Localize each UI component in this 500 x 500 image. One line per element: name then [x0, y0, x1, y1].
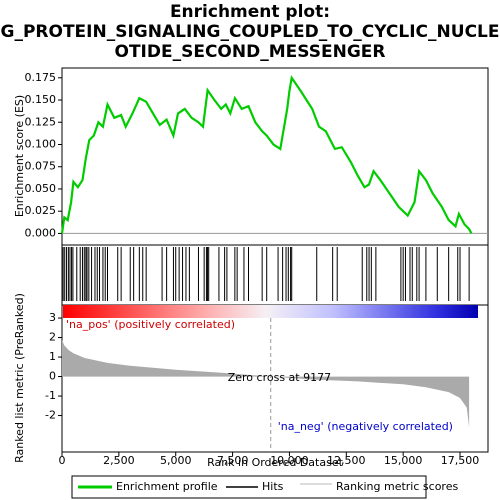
y-tick-label: -2	[45, 409, 56, 422]
color-bar	[63, 305, 478, 318]
title-line: OTIDE_SECOND_MESSENGER	[115, 42, 386, 62]
y-tick-label: 3	[49, 311, 56, 324]
y-tick-label: 1	[49, 350, 56, 363]
annotation: Zero cross at 9177	[228, 371, 331, 384]
annotation: 'na_pos' (positively correlated)	[66, 318, 235, 331]
y-tick-label: 0.050	[25, 182, 57, 195]
es-axis-label: Enrichment score (ES)	[13, 95, 26, 217]
es-curve	[60, 74, 473, 234]
y-tick-label: 0.100	[25, 137, 57, 150]
x-tick-label: 0	[59, 454, 66, 467]
title-line: Enrichment plot:	[170, 2, 330, 22]
title-line: G_PROTEIN_SIGNALING_COUPLED_TO_CYCLIC_NU…	[0, 22, 499, 42]
y-tick-label: 0.000	[25, 226, 57, 239]
x-tick-label: 7,500	[217, 454, 249, 467]
y-tick-label: -1	[45, 389, 56, 402]
hits-panel	[61, 244, 489, 306]
legend-label: Hits	[262, 480, 284, 493]
y-tick-label: 0.025	[25, 204, 57, 217]
x-tick-label: 5,000	[160, 454, 192, 467]
annotation: 'na_neg' (negatively correlated)	[278, 420, 453, 433]
x-tick-label: 12,500	[327, 454, 366, 467]
metric-axis-label: Ranked list metric (PreRanked)	[13, 293, 26, 463]
y-tick-label: 0.175	[25, 71, 57, 84]
y-tick-label: 0.125	[25, 115, 57, 128]
x-tick-label: 15,000	[384, 454, 423, 467]
y-tick-label: 0.150	[25, 93, 57, 106]
y-tick-label: 2	[49, 331, 56, 344]
es-panel	[61, 67, 489, 246]
legend-label: Enrichment profile	[116, 480, 218, 493]
legend-label: Ranking metric scores	[336, 480, 458, 493]
y-tick-label: 0.075	[25, 160, 57, 173]
y-tick-label: 0	[49, 370, 56, 383]
x-axis-label: Rank in Ordered Dataset	[207, 456, 344, 469]
x-tick-label: 10,000	[270, 454, 309, 467]
x-tick-label: 2,500	[103, 454, 135, 467]
x-tick-label: 17,500	[441, 454, 480, 467]
